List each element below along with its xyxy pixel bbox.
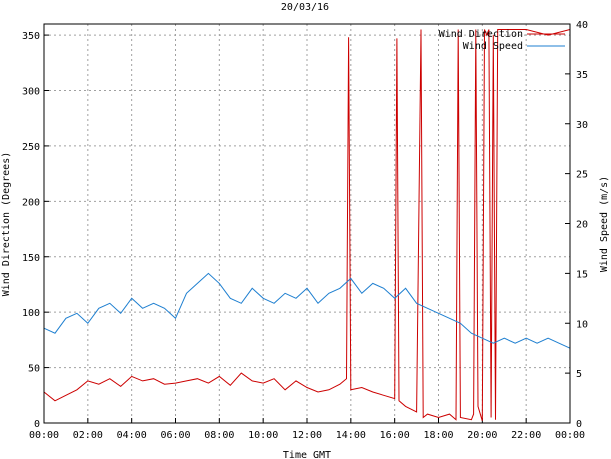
series-line-wind-direction [43, 29, 571, 421]
left-tick-label: 150 [22, 253, 40, 264]
left-tick-label: 200 [22, 197, 40, 208]
plot-frame [43, 23, 571, 424]
series-layer [43, 29, 571, 421]
right-tick-label: 0 [576, 419, 582, 430]
left-tick-label: 350 [22, 31, 40, 42]
chart-title: 20/03/16 [281, 2, 329, 13]
x-tick-label: 12:00 [292, 430, 322, 441]
series-line-wind-speed [43, 272, 571, 349]
legend-label-wind-direction: Wind Direction [439, 29, 523, 40]
left-tick-label: 50 [28, 364, 40, 375]
left-tick-label: 100 [22, 308, 40, 319]
x-tick-label: 16:00 [380, 430, 410, 441]
y-axis-left-label: Wind Direction (Degrees) [1, 152, 12, 297]
x-tick-label: 10:00 [248, 430, 278, 441]
right-tick-label: 35 [576, 70, 588, 81]
x-tick-label: 18:00 [423, 430, 453, 441]
grid [44, 24, 570, 423]
x-tick-label: 00:00 [29, 430, 59, 441]
left-axis: 0 50 100 150 200 250 300 350 [22, 31, 49, 430]
right-tick-label: 15 [576, 269, 588, 280]
legend-label-wind-speed: Wind Speed [463, 41, 523, 52]
left-tick-label: 300 [22, 87, 40, 98]
x-tick-label: 00:00 [555, 430, 585, 441]
right-tick-label: 25 [576, 170, 588, 181]
x-tick-label: 04:00 [117, 430, 147, 441]
legend: Wind Direction Wind Speed [439, 29, 565, 52]
right-tick-label: 5 [576, 369, 582, 380]
right-tick-label: 30 [576, 120, 588, 131]
x-tick-label: 08:00 [204, 430, 234, 441]
right-axis: 0 5 10 15 20 25 30 35 40 [565, 20, 588, 430]
left-tick-label: 0 [34, 419, 40, 430]
x-tick-label: 20:00 [467, 430, 497, 441]
x-tick-label: 02:00 [73, 430, 103, 441]
x-axis-label: Time GMT [283, 450, 331, 459]
x-tick-label: 06:00 [160, 430, 190, 441]
right-tick-label: 20 [576, 220, 588, 231]
x-tick-label: 14:00 [336, 430, 366, 441]
y-axis-right-label: Wind Speed (m/s) [599, 176, 610, 272]
x-tick-label: 22:00 [511, 430, 541, 441]
x-axis: 00:00 02:00 04:00 06:00 08:00 10:00 12:00 14:00… [29, 418, 585, 441]
right-tick-label: 10 [576, 319, 588, 330]
right-tick-label: 40 [576, 20, 588, 31]
left-tick-label: 250 [22, 142, 40, 153]
